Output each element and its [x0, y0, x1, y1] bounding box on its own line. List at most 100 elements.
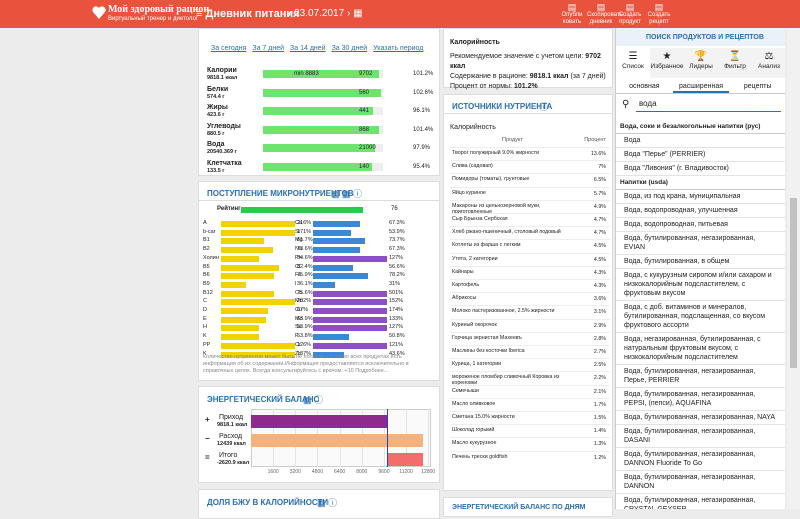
result-item[interactable]: Вода, бутилированная, в общем	[616, 255, 785, 269]
search-subtab[interactable]: рецепты	[743, 83, 772, 90]
nutrient-name: I	[295, 280, 297, 287]
search-tab[interactable]: ⚖ Анализ	[752, 48, 785, 78]
scrollbar-thumb[interactable]	[790, 198, 797, 368]
search-subtab[interactable]: расширенная	[672, 80, 730, 93]
nutrient-bar	[221, 281, 247, 288]
nutrient-value: 75.6%	[297, 289, 313, 296]
result-item[interactable]: Вода, из под крана, муниципальная	[616, 190, 785, 204]
nutrient-value: 53.9%	[297, 324, 313, 331]
nutrient-name: Cl	[295, 263, 301, 270]
search-tab[interactable]: ⏳ Фильтр	[718, 48, 752, 78]
macro-amount: 133.5 г	[207, 167, 225, 174]
search-tab[interactable]: ☰ Список	[616, 48, 650, 78]
grid-line	[428, 409, 430, 467]
bzhu-card: ДОЛЯ БЖУ В КАЛОРИЙНОСТИ ▦ ⓘ	[198, 489, 440, 519]
result-item[interactable]: Вода, бутилированная, негазированная, NA…	[616, 411, 785, 425]
result-item[interactable]: Вода, бутилированная, негазированная, DA…	[616, 448, 785, 471]
header: Мой здоровый рацион Виртуальный тренер и…	[0, 0, 800, 28]
product-name: Картофель	[452, 282, 480, 288]
result-item[interactable]: Вода, водопроводная, улучшенная	[616, 204, 785, 218]
product-percent: 1.7%	[593, 401, 606, 408]
period-link[interactable]: За 7 дней	[252, 45, 285, 52]
product-percent: 2.9%	[593, 322, 606, 329]
page-title[interactable]: ≡ Дневник питания	[196, 8, 300, 20]
nutrient-bar	[221, 308, 268, 314]
nutrient-name: Si	[295, 228, 300, 235]
energy-bar	[251, 415, 387, 428]
result-item[interactable]: Вода, бутилированная, негазированная, EV…	[616, 232, 785, 255]
nutrient-bar	[313, 247, 361, 254]
period-link[interactable]: За 14 дней	[290, 45, 326, 52]
nutrient-name: Mo	[295, 315, 303, 322]
action-label: Создать продукт	[618, 12, 642, 25]
result-item[interactable]: Вода, с доб. витаминов и минералов, бути…	[616, 301, 785, 333]
table-row: Молоко пастеризованное, 2.5% жирности 3.1…	[450, 305, 610, 318]
search-tab[interactable]: ★ Избранное	[650, 48, 684, 78]
result-item[interactable]: Вода, бутилированная, негазированная, CR…	[616, 494, 785, 509]
period-link[interactable]: Указать период	[373, 45, 424, 52]
result-item[interactable]: Вода "Ливония" (г. Владивосток)	[616, 162, 785, 176]
macro-target: 9702	[359, 71, 373, 77]
search-subtab[interactable]: основная	[629, 83, 660, 90]
date[interactable]: 23.07.2017	[294, 8, 345, 19]
result-item[interactable]: Вода, негазированная, бутилированная, с …	[616, 333, 785, 365]
column-header: Процент	[584, 137, 606, 143]
period-link[interactable]: За 30 дней	[331, 45, 368, 52]
macro-bar	[263, 144, 376, 152]
header-action[interactable]: ▤ Создать продукт	[616, 2, 644, 26]
energy-icons[interactable]: ▦ ⓘ	[303, 395, 324, 405]
macro-row: Клетчатка 133.5 г 140 95.4%	[199, 160, 439, 178]
result-item[interactable]: Вода "Перье" (PERRIER)	[616, 148, 785, 162]
nutrient-bar	[221, 238, 265, 245]
product-percent: 6.5%	[593, 177, 606, 184]
result-item[interactable]: Вода, бутилированная, негазированная, DA…	[616, 425, 785, 448]
result-item[interactable]: Вода	[616, 134, 785, 148]
header-action[interactable]: ▤ Создать рецепт	[645, 2, 673, 26]
macros-card: За сегодня За 7 дней За 14 дней За 30 дней У…	[198, 28, 440, 176]
bzhu-icons[interactable]: ▦ ⓘ	[317, 498, 338, 508]
product-percent: 3.6%	[593, 296, 606, 303]
nutrient-value: 63.9%	[297, 315, 313, 322]
table-header: Продукт Процент	[450, 137, 610, 146]
product-name: Молоко пастеризованное, 2.5% жирности	[452, 308, 555, 315]
result-item[interactable]: Вода, бутилированная, негазированная, Пе…	[616, 365, 785, 388]
product-name: Куриный окорочок	[452, 321, 497, 328]
calorie-line: Процент от нормы: 101.2%	[450, 82, 615, 92]
macro-target: 560	[359, 89, 370, 96]
search-tab[interactable]: 🏆 Лидеры	[684, 48, 718, 78]
header-action[interactable]: ▤ Опубли ковать	[558, 2, 586, 26]
micro-icons[interactable]: ▦ ▦ ⓘ	[331, 189, 363, 199]
action-label: Создать рецепт	[647, 12, 671, 25]
search-title: ПОИСК ПРОДУКТОВ И РЕЦЕПТОВ	[646, 34, 764, 41]
search-input[interactable]: вода	[636, 99, 781, 112]
next-date[interactable]: ›	[346, 8, 351, 19]
product-percent: 2.8%	[593, 335, 606, 342]
menu-icon[interactable]: ≡	[196, 8, 203, 20]
tab-label: Список	[622, 63, 644, 70]
header-action[interactable]: ▤ Скопировать дневник	[587, 2, 623, 26]
product-percent: 2.2%	[593, 375, 606, 382]
result-item[interactable]: Вода, с кукурузным сиропом и/или сахаром…	[616, 269, 785, 301]
macro-name: Калории	[207, 67, 237, 74]
intake-line	[386, 409, 388, 467]
table-row: Кайнары 4.3%	[450, 265, 610, 279]
result-item[interactable]: Вода, бутилированная, негазированная, DA…	[616, 471, 785, 494]
nutrient-bar	[221, 255, 260, 262]
sources-info[interactable]: ⓘ	[539, 102, 549, 112]
macro-amount: 20540.369 г	[207, 149, 237, 155]
calendar-icon[interactable]: ▦	[353, 8, 363, 19]
result-item[interactable]: Вода, бутилированная, негазированная, PE…	[616, 388, 785, 411]
table-row: Сыр Брынза Сербская 4.7%	[450, 213, 610, 226]
energy-chart: 1600 3200 4800 6400 8000 9600 11200 12800 + Прихо…	[199, 409, 439, 483]
rating-value: 76	[391, 206, 398, 212]
prev-date[interactable]: ‹	[288, 8, 292, 19]
nutrient-bar	[221, 342, 295, 349]
nutrient-bar	[313, 281, 335, 288]
nutrient-value: 73.7%	[389, 237, 405, 244]
table-row: Сметана 15.0% жирности 1.5%	[450, 411, 610, 424]
action-icon: ▤	[625, 2, 635, 12]
energy-title: ЭНЕРГЕТИЧЕСКИЙ БАЛАНС	[207, 395, 320, 404]
period-link[interactable]: За сегодня	[211, 45, 247, 52]
energy-amount: 12439 ккал	[217, 441, 246, 447]
result-item[interactable]: Вода, водопроводная, питьевая	[616, 218, 785, 232]
